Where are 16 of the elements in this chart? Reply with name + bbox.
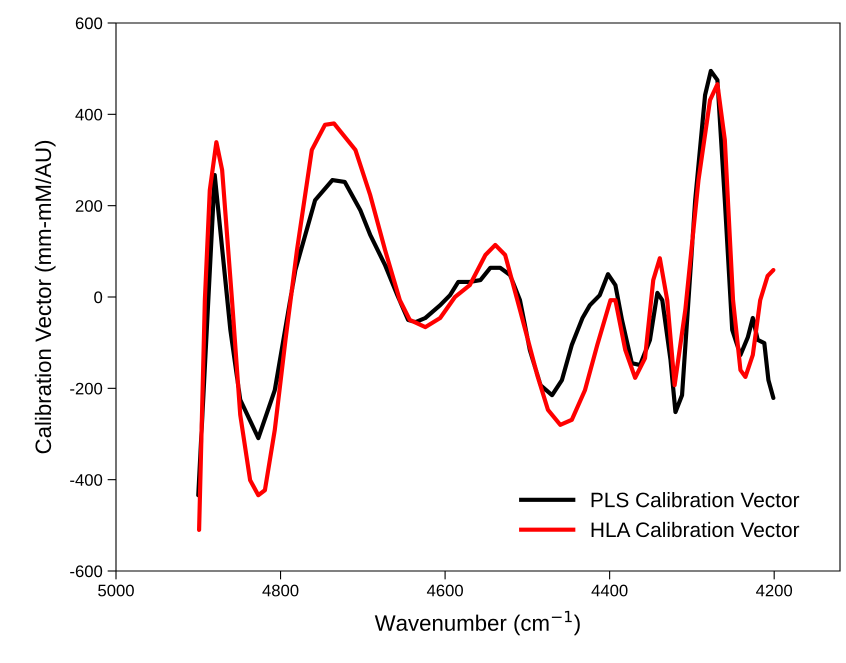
y-tick-label: 0	[94, 291, 102, 304]
x-tick-label: 4600	[426, 584, 463, 596]
x-tick-label: 4800	[262, 584, 298, 596]
y-tick-label: -600	[70, 565, 102, 578]
legend-label: HLA Calibration Vector	[592, 522, 800, 538]
legend-label: PLS Calibration Vector	[592, 492, 800, 508]
x-tick-label: 4400	[591, 584, 628, 596]
y-tick-label: 600	[76, 17, 102, 30]
x-tick-label: 5000	[98, 584, 134, 596]
y-tick-label: -200	[70, 382, 102, 395]
x-tick-label: 4200	[756, 584, 792, 596]
x-axis-title: Wavenumber (cm$^{−1}$)	[374, 610, 580, 636]
y-tick-label: -400	[70, 474, 102, 486]
y-tick-label: 400	[75, 108, 102, 121]
y-tick-label: 200	[76, 200, 102, 212]
y-axis-title: Calibration Vector (mm-mM/AU)	[34, 140, 56, 454]
